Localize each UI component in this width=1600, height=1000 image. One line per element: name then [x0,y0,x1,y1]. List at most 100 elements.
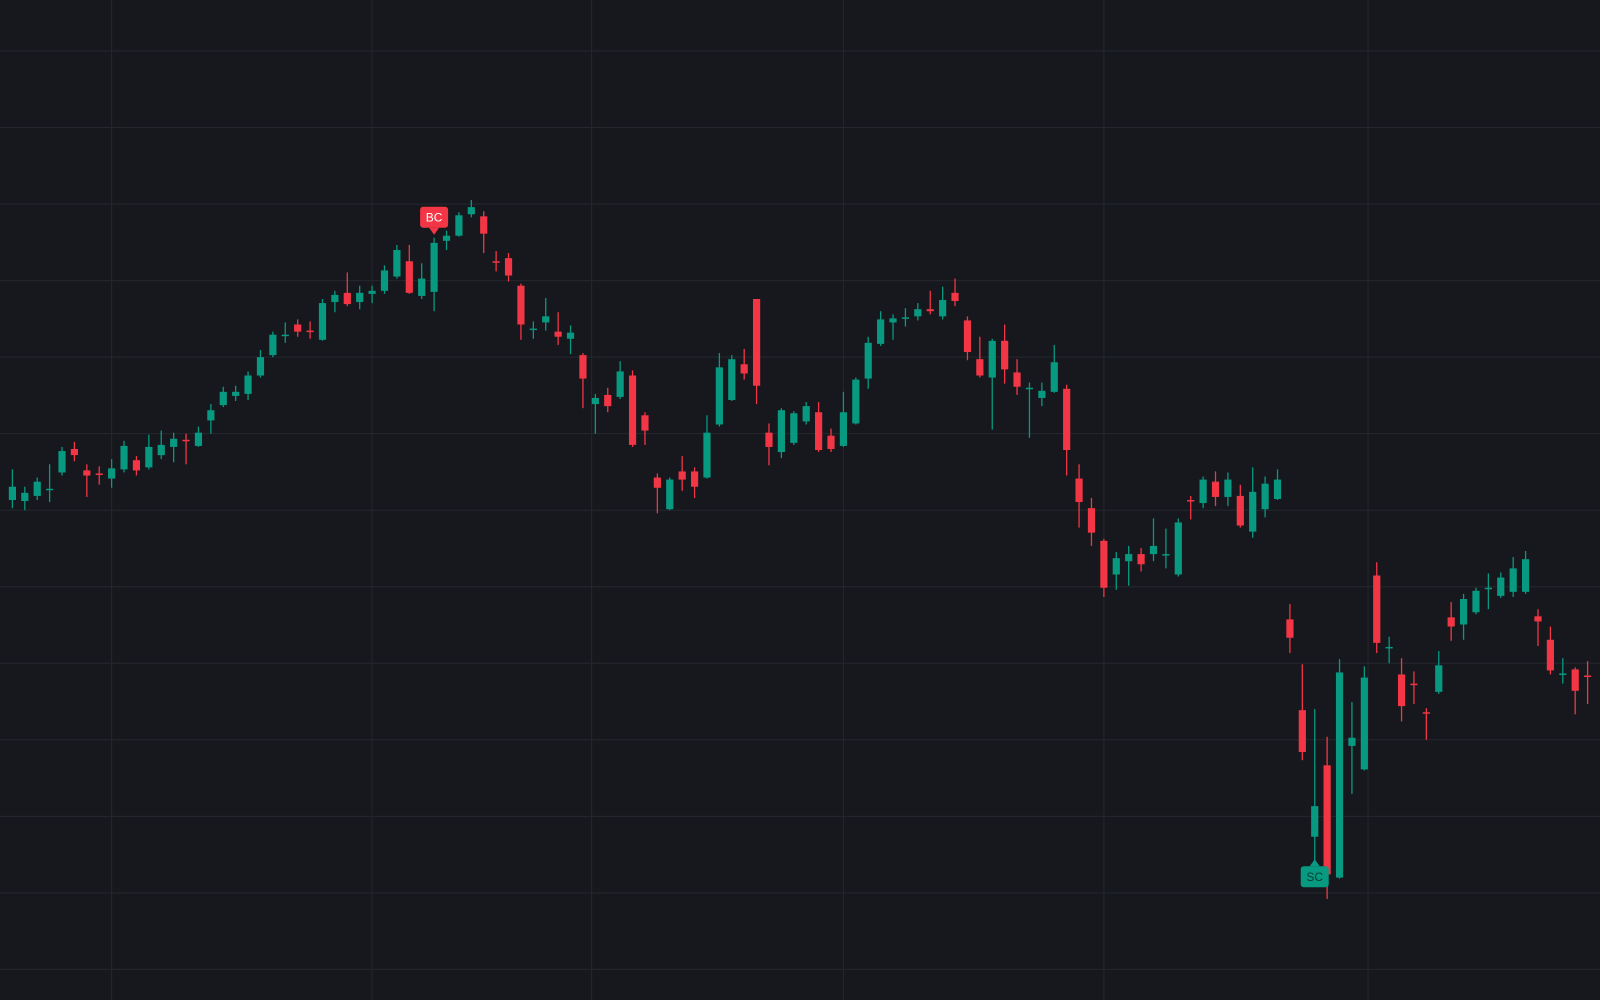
candle [1410,671,1418,705]
candle-body [132,460,141,471]
candle-body [1311,806,1319,837]
candle-body [492,261,500,263]
candle-body [21,492,29,502]
candle [46,464,54,503]
candle-body [1249,491,1257,532]
candle [752,298,761,405]
candle [517,283,525,340]
candle [1112,552,1120,590]
candle [1273,469,1282,500]
candle-body [1211,481,1220,497]
candle [343,272,351,307]
candle [356,285,364,310]
candle-body [1050,362,1058,392]
candle-body [1373,575,1381,643]
candle-body [1001,340,1009,370]
candle-body [815,412,823,450]
candle [715,353,723,427]
candle [678,456,686,491]
candle [827,428,835,453]
candle-body [1162,554,1170,556]
candle [492,251,500,272]
candle [306,321,314,339]
candle [207,404,215,434]
candle-body [926,309,934,312]
candle-body [1534,616,1542,622]
candle [1137,547,1145,572]
candle [281,322,289,343]
candle-body [281,334,289,337]
candle [132,456,141,476]
candle-body [58,451,66,473]
label-pointer [1309,859,1320,867]
candle-body [554,331,562,337]
candle-body [318,303,327,340]
candle [1063,384,1071,476]
candle-body [579,355,587,379]
candle [790,411,798,445]
candle-body [442,235,451,241]
candle [765,423,773,466]
candle [294,319,302,337]
label-text: BC [426,210,443,224]
candle-body [827,435,835,449]
candle [914,303,922,321]
candle [219,386,227,408]
candle [157,430,165,460]
candle-body [1484,587,1492,590]
candle [1025,382,1034,438]
candle-body [1199,479,1207,504]
candle [1087,497,1096,546]
candle-body [1571,669,1579,691]
candle [1249,467,1257,538]
candle-body [46,488,54,491]
candle [318,298,327,341]
candle-body [1224,479,1232,497]
candle-body [1261,483,1269,510]
candle-body [765,432,773,447]
candle-body [1509,568,1517,592]
candle [1534,609,1542,646]
candle-body [256,357,265,376]
candle [467,200,475,218]
candle-body [889,318,897,323]
candle [1335,659,1344,879]
candle-body [1422,712,1430,714]
signal-label: SC [1300,859,1329,888]
candle [380,265,389,294]
candle [480,211,488,254]
candle-body [852,379,860,424]
candle-body [1447,617,1455,627]
candle [418,263,426,299]
candle [430,237,438,312]
candle-body [963,320,972,353]
candle [988,338,996,430]
candle [976,336,984,378]
candle [1038,382,1046,407]
candle [1261,476,1269,518]
candle-body [356,292,364,303]
candle-body [108,468,116,479]
candle-body [83,470,91,476]
candle [504,253,513,282]
candle [591,393,599,434]
candle [21,486,29,511]
candle-body [343,292,351,305]
candle-body [1137,554,1145,565]
candle-body [368,290,376,294]
candle [269,331,277,358]
candle [554,312,562,345]
candle [1149,518,1158,562]
candle [951,278,959,307]
candle [331,290,339,313]
candle-body [232,391,240,396]
candle-body [777,410,785,453]
candle-body [418,278,426,296]
candle-body [939,300,947,317]
candle-body [1063,388,1071,450]
candle-body [294,324,302,332]
candle-body [517,285,525,325]
candle-body [790,413,798,443]
